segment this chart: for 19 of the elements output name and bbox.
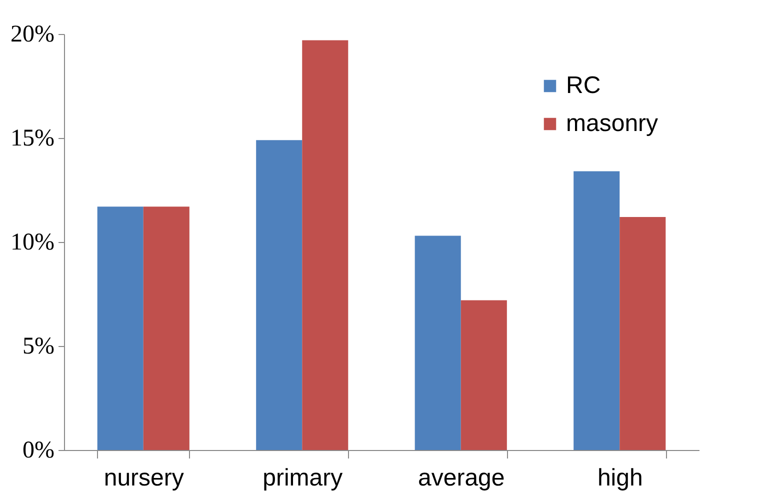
x-tick-label: high	[597, 464, 643, 491]
x-tick-label: average	[418, 464, 505, 491]
y-tick-label: 10%	[10, 230, 54, 256]
bar	[302, 40, 348, 450]
legend-label: RC	[566, 72, 601, 99]
y-tick-label: 15%	[10, 126, 54, 152]
bar	[97, 206, 144, 450]
bar	[414, 236, 461, 450]
y-tick-label: 5%	[22, 334, 54, 360]
legend-label: masonry	[566, 110, 658, 137]
x-tick-label: primary	[262, 464, 343, 491]
y-tick-label: 0%	[22, 438, 54, 464]
bar	[143, 206, 190, 450]
x-tick-label: nursery	[104, 464, 184, 491]
bar	[460, 300, 507, 450]
bar	[574, 171, 620, 450]
bar	[256, 140, 302, 450]
y-tick-label: 20%	[10, 22, 54, 48]
bar	[620, 217, 666, 450]
